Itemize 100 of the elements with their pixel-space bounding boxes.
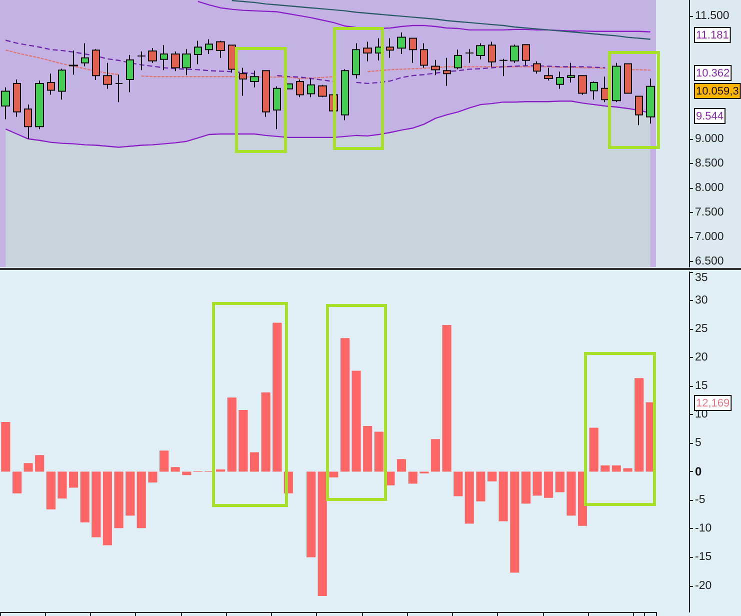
candlestick: [409, 38, 417, 64]
candlestick: [103, 62, 112, 90]
bar: [68, 472, 78, 488]
bar: [532, 472, 542, 496]
candlestick: [262, 70, 270, 118]
bar: [352, 370, 361, 472]
candlestick: [160, 44, 168, 71]
candlestick: [92, 48, 100, 80]
bar: [464, 472, 474, 524]
candlestick: [352, 42, 360, 80]
candlestick: [216, 40, 225, 58]
bar: [623, 468, 632, 472]
candlestick: [590, 80, 598, 100]
bar: [589, 428, 598, 472]
y-tick-label: 30: [695, 294, 708, 307]
bar: [306, 472, 316, 558]
bar: [227, 398, 236, 472]
y-tick-label: 11.500: [695, 10, 730, 22]
bar: [374, 432, 384, 472]
text: 12,169: [696, 398, 730, 410]
bar: [238, 410, 248, 472]
candlestick: [307, 78, 315, 98]
y-tick-label: 8.000: [695, 182, 724, 194]
candlestick: [420, 42, 428, 68]
y-tick-label: 35: [695, 272, 708, 284]
bar: [442, 325, 452, 472]
candlestick: [646, 78, 655, 124]
candlestick: [35, 80, 44, 130]
candlestick: [522, 44, 530, 66]
candlestick: [148, 48, 157, 64]
bar: [476, 472, 486, 502]
candlestick: [578, 75, 587, 96]
y-tick-label: 25: [695, 323, 708, 336]
candlestick: [601, 76, 609, 103]
bar: [521, 472, 530, 504]
candlestick: [341, 68, 349, 121]
candlestick: [13, 79, 21, 118]
y-tick-label: 0: [695, 464, 702, 479]
candlestick: [624, 63, 632, 94]
candlestick: [510, 44, 519, 64]
bar: [182, 472, 192, 476]
bar: [80, 472, 90, 522]
candlestick: [296, 79, 304, 98]
bar: [12, 472, 22, 494]
candlestick: [454, 49, 462, 70]
candlestick: [488, 41, 496, 68]
candlestick: [499, 58, 508, 77]
bar: [396, 459, 406, 472]
y-tick-label: 7.500: [695, 206, 724, 219]
text: 9.544: [696, 110, 724, 122]
y-tick-label: 20: [695, 352, 708, 364]
bar: [566, 472, 576, 516]
bar: [612, 465, 621, 472]
candlestick: [465, 48, 474, 64]
candlestick: [544, 67, 553, 81]
candlestick: [635, 96, 643, 126]
candlestick: [194, 40, 202, 65]
bar: [250, 452, 260, 472]
bar: [114, 472, 124, 528]
bar: [1, 422, 10, 472]
bar: [430, 439, 440, 472]
candlestick: [443, 57, 451, 86]
y-tick-label: -15: [695, 551, 712, 564]
bar: [92, 472, 101, 538]
y-tick-label: 5: [695, 437, 702, 450]
candlestick: [1, 86, 10, 120]
candlestick: [137, 51, 146, 71]
candlestick: [47, 73, 55, 96]
candlestick: [363, 41, 372, 62]
bar: [510, 472, 520, 573]
candlestick: [386, 38, 394, 58]
candlestick: [171, 51, 180, 72]
bar: [600, 465, 610, 472]
bar: [136, 472, 146, 528]
bar: [126, 472, 135, 516]
bar: [318, 472, 327, 596]
candlestick: [24, 104, 32, 140]
bar: [24, 463, 33, 472]
bar: [170, 467, 180, 472]
candlestick: [205, 38, 213, 54]
y-tick-label: 7.000: [695, 231, 724, 244]
bar: [634, 378, 644, 472]
candlestick: [58, 68, 66, 100]
text: 10.362: [696, 68, 730, 80]
y-tick-label: -20: [695, 580, 712, 592]
y-tick-label: 6.500: [695, 256, 724, 268]
bar: [148, 472, 158, 483]
bar: [58, 472, 67, 498]
candlestick: [318, 84, 327, 98]
candlestick: [182, 48, 191, 76]
candlestick: [431, 59, 440, 76]
y-tick-label: 8.500: [695, 157, 724, 170]
candlestick: [239, 67, 247, 96]
candlestick: [81, 42, 89, 67]
y-tick-label: -10: [695, 522, 712, 535]
bar: [46, 472, 56, 510]
bar: [544, 472, 554, 498]
candlestick: [397, 32, 406, 54]
bar: [408, 472, 418, 484]
candlestick: [115, 74, 123, 103]
